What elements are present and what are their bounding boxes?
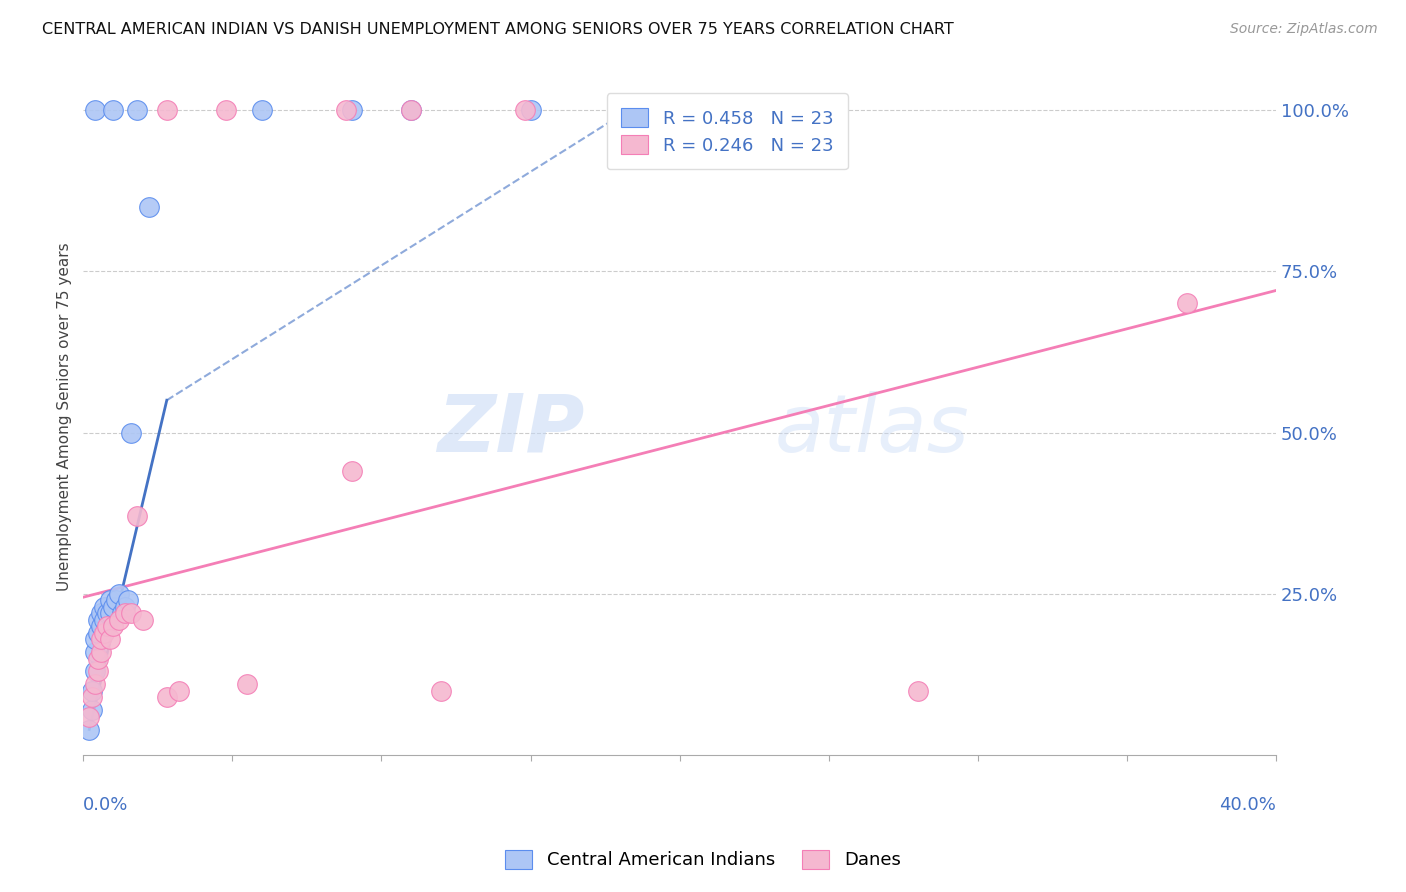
Point: [401, 103, 423, 117]
Point: [87, 651, 110, 665]
Point: [87, 613, 110, 627]
Point: [90, 607, 112, 621]
Point: [84, 632, 107, 647]
Point: [430, 683, 453, 698]
Point: [108, 613, 131, 627]
Point: [513, 103, 536, 117]
Point: [84, 665, 107, 679]
Point: [77, 723, 100, 737]
Point: [101, 619, 124, 633]
Point: [98, 632, 121, 647]
Text: 40.0%: 40.0%: [1219, 796, 1277, 814]
Point: [519, 103, 541, 117]
Point: [105, 593, 128, 607]
Point: [101, 599, 124, 614]
Text: ZIP: ZIP: [437, 391, 585, 469]
Point: [633, 103, 655, 117]
Point: [98, 607, 121, 621]
Y-axis label: Unemployment Among Seniors over 75 years: Unemployment Among Seniors over 75 years: [58, 242, 72, 591]
Point: [340, 464, 363, 478]
Point: [84, 645, 107, 659]
Point: [90, 645, 112, 659]
Point: [108, 587, 131, 601]
Point: [82, 690, 104, 705]
Point: [340, 103, 363, 117]
Point: [87, 665, 110, 679]
Text: atlas: atlas: [775, 391, 970, 469]
Point: [114, 599, 136, 614]
Point: [77, 709, 100, 723]
Point: [167, 683, 190, 698]
Point: [90, 632, 112, 647]
Point: [93, 599, 115, 614]
Point: [93, 613, 115, 627]
Point: [236, 677, 259, 691]
Point: [120, 607, 142, 621]
Point: [82, 703, 104, 717]
Point: [96, 607, 118, 621]
Point: [117, 593, 139, 607]
Point: [250, 103, 273, 117]
Point: [120, 425, 142, 440]
Point: [156, 103, 179, 117]
Legend: Central American Indians, Danes: Central American Indians, Danes: [496, 840, 910, 879]
Point: [156, 690, 179, 705]
Point: [114, 607, 136, 621]
Text: Source: ZipAtlas.com: Source: ZipAtlas.com: [1230, 22, 1378, 37]
Point: [215, 103, 238, 117]
Point: [609, 103, 631, 117]
Point: [84, 103, 107, 117]
Point: [82, 683, 104, 698]
Point: [401, 103, 423, 117]
Point: [84, 677, 107, 691]
Point: [90, 619, 112, 633]
Point: [1175, 296, 1198, 310]
Point: [98, 593, 121, 607]
Text: CENTRAL AMERICAN INDIAN VS DANISH UNEMPLOYMENT AMONG SENIORS OVER 75 YEARS CORRE: CENTRAL AMERICAN INDIAN VS DANISH UNEMPL…: [42, 22, 953, 37]
Point: [101, 103, 124, 117]
Point: [335, 103, 357, 117]
Legend: R = 0.458   N = 23, R = 0.246   N = 23: R = 0.458 N = 23, R = 0.246 N = 23: [607, 94, 848, 169]
Text: 0.0%: 0.0%: [83, 796, 129, 814]
Point: [132, 613, 155, 627]
Point: [907, 683, 929, 698]
Point: [111, 607, 134, 621]
Point: [125, 509, 148, 524]
Point: [96, 619, 118, 633]
Point: [93, 625, 115, 640]
Point: [125, 103, 148, 117]
Point: [87, 625, 110, 640]
Point: [138, 200, 160, 214]
